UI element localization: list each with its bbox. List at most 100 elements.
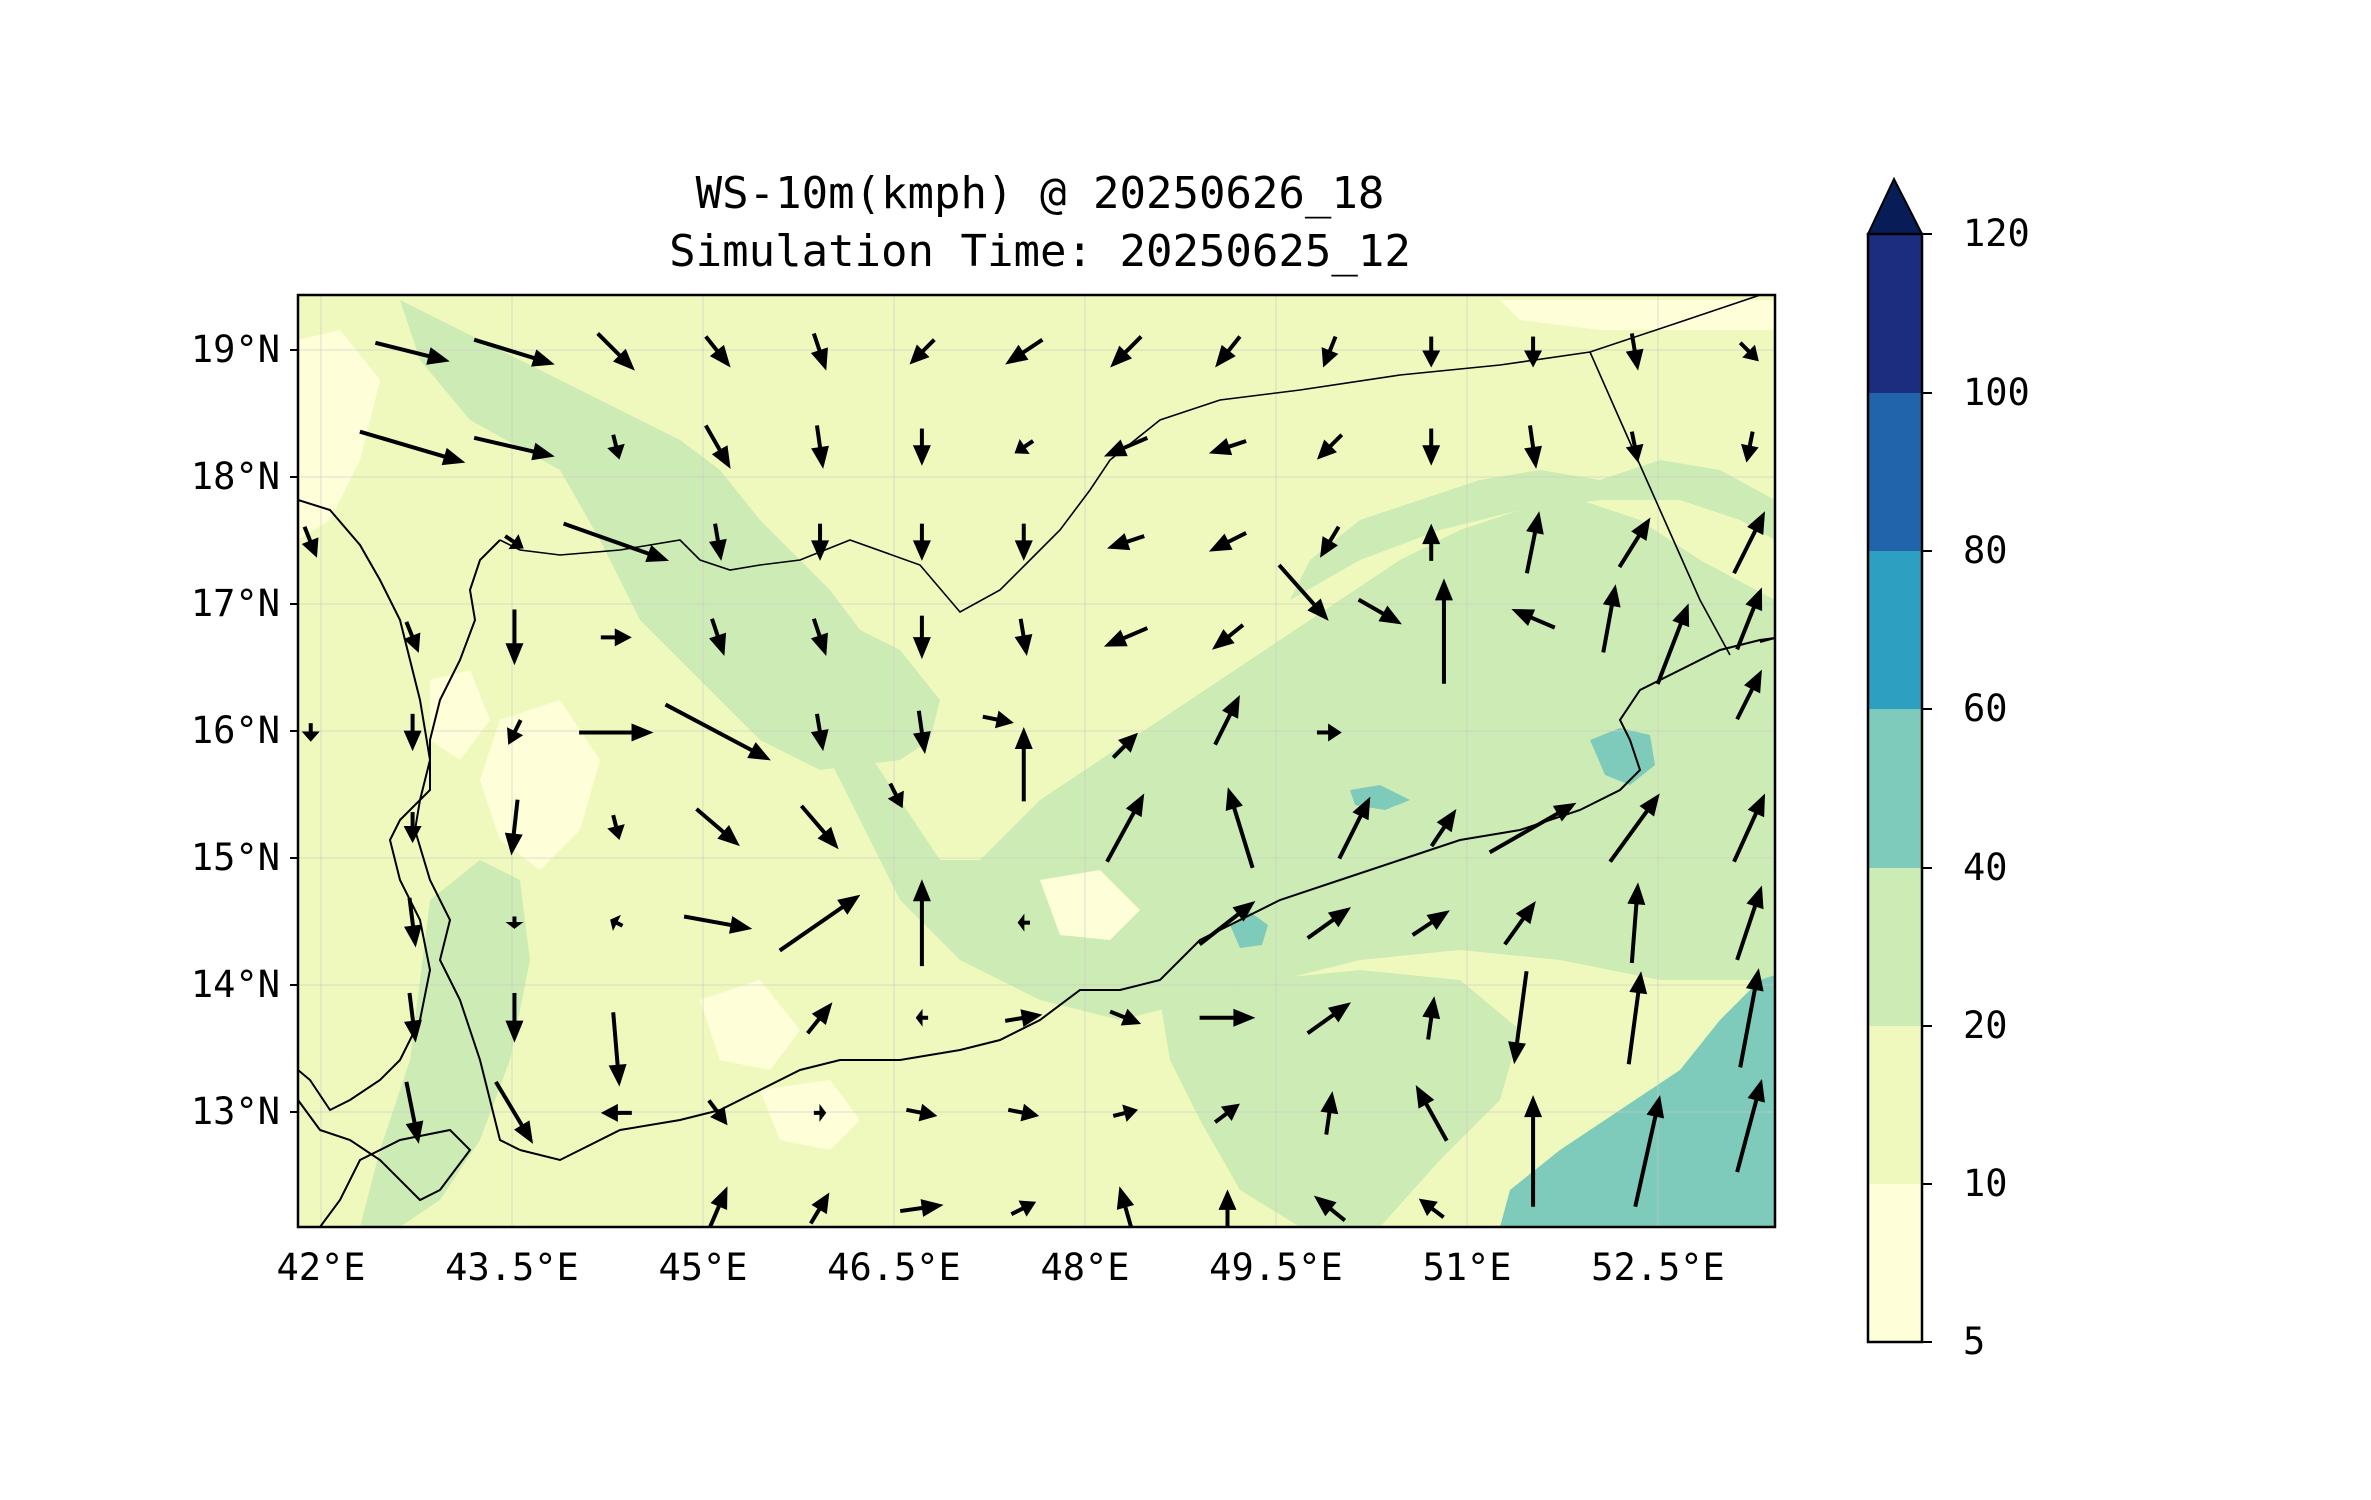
colorbar-label: 80 (1963, 529, 2008, 572)
wind-arrow (1014, 618, 1033, 656)
colorbar-label: 20 (1963, 1004, 2008, 1047)
wind-arrow (1014, 523, 1033, 561)
wind-arrow (1735, 1079, 1765, 1173)
wind-arrow (1633, 1095, 1665, 1208)
wind-arrow (1524, 1095, 1543, 1207)
wind-arrow (1218, 1189, 1237, 1227)
colorbar-label: 10 (1963, 1162, 2008, 1205)
wind-arrow (1735, 885, 1764, 961)
wind-zone-40-60 (1500, 975, 1775, 1227)
map-area (298, 295, 1775, 1227)
wind-arrow (664, 702, 771, 761)
wind-arrow (778, 894, 861, 953)
wind-arrow (1111, 732, 1139, 759)
wind-arrow (915, 1008, 929, 1027)
wind-arrow (1004, 1009, 1043, 1027)
wind-arrow (707, 1186, 728, 1227)
wind-arrow (505, 916, 524, 929)
lon-tick-label: 49.5°E (1209, 1246, 1343, 1289)
wind-arrow (912, 428, 931, 466)
wind-arrow (1306, 907, 1352, 940)
lon-tick-label: 45°E (658, 1246, 748, 1289)
wind-arrow (1488, 802, 1577, 855)
wind-arrow (404, 897, 422, 948)
gridlines (298, 295, 1775, 1227)
lon-tick-label: 52.5°E (1591, 1246, 1725, 1289)
wind-arrow (1738, 968, 1764, 1068)
wind-arrow (1503, 900, 1536, 946)
wind-arrow (1735, 587, 1763, 651)
wind-arrow (1415, 1084, 1449, 1142)
lat-tick-label: 17°N (190, 582, 280, 625)
wind-arrow (600, 1103, 632, 1122)
saudi-yemen-border (499, 295, 1763, 614)
map-title: WS-10m(kmph) @ 20250626_18 (695, 168, 1385, 219)
wind-arrow (1109, 1008, 1142, 1026)
wind-arrow (404, 992, 422, 1043)
wind-arrow (912, 710, 931, 755)
wind-arrow (1422, 428, 1441, 466)
wind-arrow (1007, 1103, 1040, 1122)
wind-arrow (1225, 787, 1255, 869)
lat-tick-label: 19°N (190, 328, 280, 371)
wind-arrow (1316, 433, 1344, 460)
wind-arrow (810, 618, 828, 656)
lon-tick-label: 51°E (1422, 1246, 1512, 1289)
wind-arrow (404, 1081, 424, 1144)
wind-arrow (403, 621, 421, 653)
lat-tick-label: 14°N (190, 963, 280, 1006)
wind-arrow (1208, 531, 1247, 552)
arabian-sea-coast-east (1759, 637, 1775, 643)
wind-arrow (596, 332, 635, 371)
wind-arrow (504, 534, 524, 550)
wind-zone-5-10 (1040, 870, 1140, 940)
wind-arrow (811, 523, 830, 561)
wind-arrow (1306, 1002, 1352, 1035)
wind-arrow (810, 713, 829, 752)
wind-arrow (359, 429, 466, 466)
colorbar-frame (1866, 232, 1924, 1344)
red-sea-coast-africa (298, 499, 432, 1112)
lon-tick-label: 46.5°E (827, 1246, 961, 1289)
wind-arrow (607, 434, 625, 460)
colorbar-label: 40 (1963, 846, 2008, 889)
wind-arrow (1422, 336, 1441, 368)
wind-zone-5-10 (298, 330, 380, 540)
wind-arrow (473, 435, 555, 461)
wind-arrow (1110, 335, 1143, 368)
wind-arrow (1005, 337, 1044, 365)
colorbar-band-5-10 (1868, 1184, 1922, 1342)
wind-arrow (1738, 341, 1759, 362)
wind-arrow (1107, 533, 1145, 551)
wind-zone-20-40 (360, 860, 530, 1227)
wind-arrow (610, 914, 624, 932)
colorbar-band-100-120 (1868, 234, 1922, 393)
wind-arrow (607, 814, 625, 840)
wind-zone-5-10 (1500, 300, 1775, 330)
wind-arrow (1429, 808, 1457, 848)
lon-tick-label: 48°E (1040, 1246, 1130, 1289)
wind-arrow (799, 804, 839, 850)
colorbar-ticks (1922, 233, 1932, 1343)
colorbar-band-40-60 (1868, 709, 1922, 868)
wind-arrow (507, 719, 524, 745)
wind-arrow (1625, 431, 1644, 463)
wind-arrow (709, 618, 727, 656)
lat-tick-label: 15°N (190, 836, 280, 879)
wind-arrow (1422, 996, 1441, 1040)
wind-arrow (1422, 523, 1441, 561)
wind-arrow (1741, 431, 1759, 463)
wind-arrow (1103, 436, 1149, 457)
wind-arrow (707, 1099, 728, 1126)
wind-arrow (806, 1002, 833, 1035)
wind-arrow (1014, 726, 1033, 802)
wind-arrow (1357, 597, 1402, 625)
wind-arrow (887, 782, 904, 809)
wind-arrow (1626, 971, 1648, 1065)
wind-zone-20-40 (330, 300, 940, 770)
wind-arrow (504, 799, 523, 856)
lon-tick-label: 42°E (276, 1246, 366, 1289)
wind-arrow (810, 332, 828, 371)
wind-arrow (1103, 626, 1149, 647)
